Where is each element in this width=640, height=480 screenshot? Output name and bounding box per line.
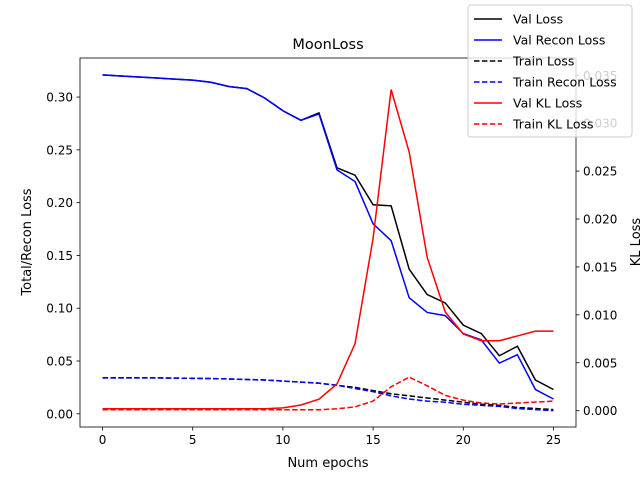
y-tick-label: 0.05 [46,355,73,369]
y-tick-label: 0.20 [46,196,73,210]
y2-tick-label: 0.010 [583,308,617,322]
y-tick-label: 0.10 [46,302,73,316]
y2-tick-label: 0.015 [583,260,617,274]
y2-tick-label: 0.020 [583,213,617,227]
y2-tick-label: 0.000 [583,404,617,418]
legend-label: Train Loss [512,54,574,69]
legend-label: Val KL Loss [513,96,582,111]
y-tick-label: 0.00 [46,407,73,421]
series-line-3 [102,377,554,412]
legend-label: Train KL Loss [512,117,594,132]
y2-tick-label: 0.005 [583,356,617,370]
y-axis-left: 0.00 0.05 0.10 0.15 0.20 0.25 0.30 [46,91,80,421]
y2-tick-label: 0.025 [583,165,617,179]
x-axis: 0 5 10 15 20 25 [99,427,561,447]
plot-area [102,74,554,412]
x-tick-label: 20 [456,433,471,447]
chart-title: MoonLoss [292,37,363,53]
series-line-4 [102,89,554,410]
legend-label: Val Recon Loss [513,33,605,48]
y-tick-label: 0.25 [46,143,73,157]
legend-label: Val Loss [513,12,563,27]
y-tick-label: 0.30 [46,91,73,105]
x-axis-label: Num epochs [287,456,368,471]
legend-label: Train Recon Loss [512,75,617,90]
x-tick-label: 0 [99,433,107,447]
y-axis-label: Total/Recon Loss [20,188,35,296]
series-line-5 [102,376,554,411]
x-tick-label: 25 [546,433,561,447]
plot-frame [79,57,577,428]
legend: Val Loss Val Recon Loss Train Loss Train Re… [467,4,633,138]
y2-axis-label: KL Loss [629,218,640,267]
x-tick-label: 10 [275,433,290,447]
series-line-2 [102,377,554,411]
legend-box [467,4,633,138]
y-tick-label: 0.15 [46,249,73,263]
x-tick-label: 15 [365,433,380,447]
x-tick-label: 5 [189,433,197,447]
